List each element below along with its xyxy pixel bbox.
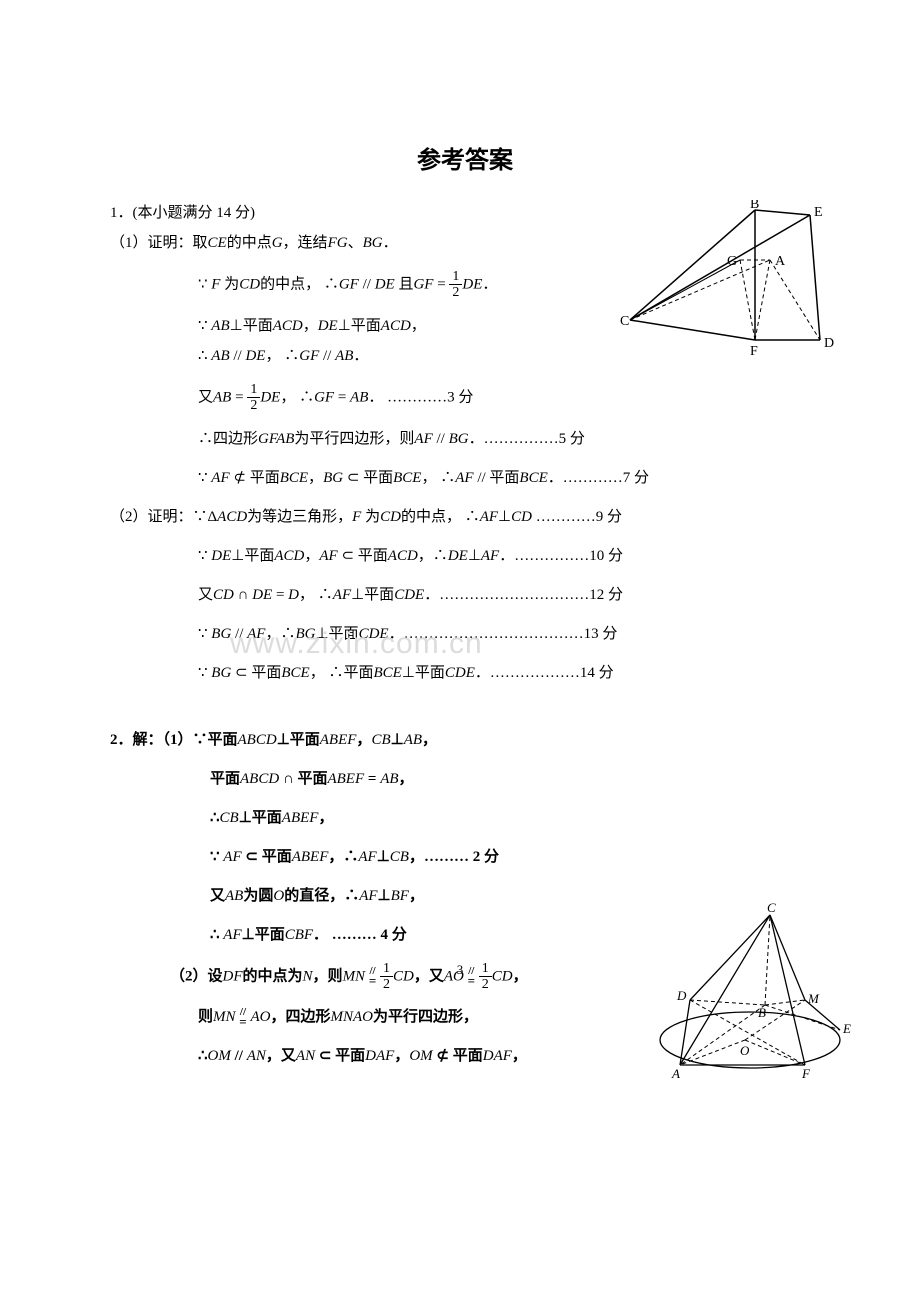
svg-text:C: C [620,314,629,329]
answer-title: 参考答案 [110,140,820,175]
svg-text:M: M [807,991,820,1006]
step: ∴CB⊥平面ABEF， [210,805,820,832]
step: ∵ BG ⊂ 平面BCE， ∴平面BCE⊥平面CDE．………………14 分 [198,660,820,687]
step: ∵ AF ⊄ 平面BCE，BG ⊂ 平面BCE， ∴AF // 平面BCE．……… [198,465,820,492]
svg-text:B: B [758,1005,766,1020]
svg-text:A: A [671,1066,680,1080]
q1-2-header: （2）证明：∵ΔACD为等边三角形，F 为CD的中点， ∴AF⊥CD …………9… [110,504,820,531]
svg-text:D: D [676,988,687,1003]
svg-text:F: F [750,344,758,359]
step: ∴四边形GFAB为平行四边形，则AF // BG．……………5 分 [198,426,820,453]
svg-text:F: F [801,1066,811,1080]
svg-text:E: E [814,205,823,220]
svg-text:C: C [767,900,776,915]
svg-text:G: G [727,254,737,269]
step: 平面ABCD ∩ 平面ABEF = AB， [210,766,820,793]
svg-text:E: E [842,1021,851,1036]
step: ∵ AF ⊂ 平面ABEF，∴AF⊥CB，……… 2 分 [210,844,820,871]
step: 又CD ∩ DE = D， ∴AF⊥平面CDE．…………………………12 分 [198,582,820,609]
diagram-2: C D B M E O A F [650,900,860,1080]
step: 又AB = 12DE， ∴GF = AB． …………3 分 [198,382,820,414]
diagram-1: B E C D F A G [610,200,840,360]
step: ∵ DE⊥平面ACD，AF ⊂ 平面ACD，∴DE⊥AF．……………10 分 [198,543,820,570]
svg-text:A: A [775,254,786,269]
svg-text:O: O [740,1043,750,1058]
step: ∵ BG // AF，∴BG⊥平面CDE．………………………………13 分 [198,621,820,648]
svg-text:D: D [824,336,834,351]
q2-header: 2．解：（1）∵平面ABCD⊥平面ABEF，CB⊥AB， [110,727,820,754]
svg-text:B: B [750,200,759,212]
